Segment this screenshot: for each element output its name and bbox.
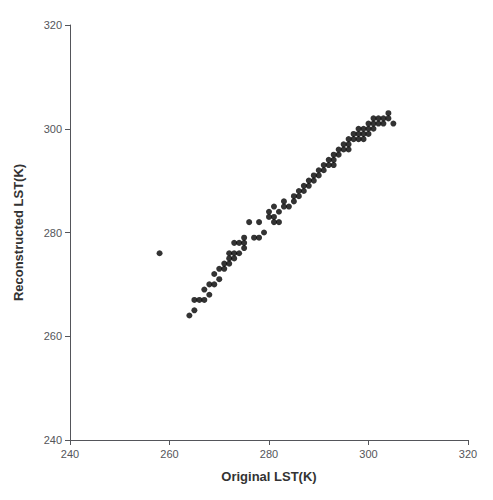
svg-text:320: 320 — [44, 19, 62, 31]
svg-text:240: 240 — [61, 448, 79, 460]
svg-text:280: 280 — [260, 448, 278, 460]
svg-text:300: 300 — [44, 123, 62, 135]
svg-text:Reconstructed LST(K): Reconstructed LST(K) — [11, 164, 26, 301]
svg-text:260: 260 — [160, 448, 178, 460]
svg-text:300: 300 — [359, 448, 377, 460]
svg-text:Original LST(K): Original LST(K) — [221, 469, 316, 484]
svg-text:240: 240 — [44, 434, 62, 446]
svg-text:320: 320 — [459, 448, 477, 460]
svg-text:260: 260 — [44, 330, 62, 342]
svg-text:280: 280 — [44, 227, 62, 239]
